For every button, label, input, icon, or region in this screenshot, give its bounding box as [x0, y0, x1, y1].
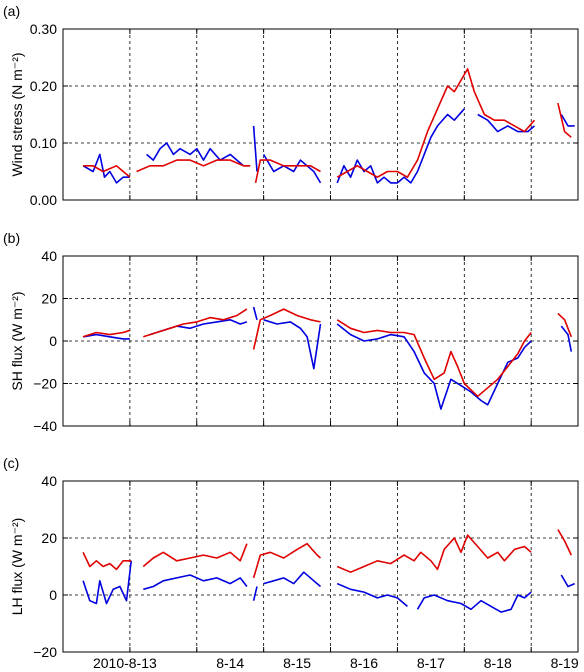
y-axis-label: LH flux (W m⁻²) — [9, 518, 25, 616]
series-line-red-segment-3 — [254, 159, 321, 184]
y-tick-label: 0 — [49, 333, 57, 349]
y-tick-label: 0.10 — [30, 135, 57, 151]
x-tick-label: 8-17 — [417, 655, 445, 671]
x-tick-label: 8-15 — [283, 655, 311, 671]
series-line-blue-segment-4 — [262, 153, 322, 184]
plot-frame — [62, 28, 579, 201]
y-tick-label: −20 — [33, 376, 57, 392]
x-tick-label: 8-19 — [551, 655, 579, 671]
x-tick-label: 8-14 — [216, 655, 244, 671]
y-tick-label: 20 — [41, 291, 57, 307]
series-line-blue-segment-2 — [143, 574, 248, 591]
plot-frame — [62, 480, 579, 653]
y-tick-label: −40 — [33, 418, 57, 434]
series-line-red-segment-3 — [252, 542, 322, 579]
series-line-blue-segment-3 — [252, 586, 258, 601]
series-line-blue-segment-4 — [263, 319, 322, 370]
series-line-blue-segment-7 — [560, 574, 576, 588]
series-line-blue-segment-1 — [82, 560, 132, 605]
series-line-red-segment-5 — [557, 529, 573, 556]
series-line-blue-segment-3 — [252, 306, 258, 321]
series-line-red-segment-5 — [557, 312, 573, 338]
plot-frame — [62, 255, 579, 427]
y-tick-label: 0.20 — [30, 78, 57, 94]
y-tick-label: 20 — [41, 530, 57, 546]
series-line-blue-segment-1 — [82, 333, 130, 340]
series-line-blue-segment-7 — [560, 114, 575, 127]
series-line-red-segment-2 — [143, 308, 248, 338]
y-tick-label: 40 — [41, 248, 57, 264]
series-line-red-segment-1 — [82, 551, 132, 571]
panel-c: −20 0 20 40 (c) LH flux (W m⁻²) — [3, 455, 579, 660]
series-line-blue-segment-6 — [416, 591, 532, 613]
series-line-red-segment-2 — [136, 159, 251, 173]
series-line-red-segment-3 — [252, 308, 321, 350]
series-line-red-segment-1 — [83, 165, 131, 178]
series-line-red-segment-4 — [336, 68, 536, 178]
series-line-red-segment-2 — [142, 543, 248, 568]
y-tick-label: 0.00 — [30, 192, 57, 208]
panel-a: 0.00 0.10 0.20 0.30 (a) Wind stress (N m⁻²) — [3, 3, 579, 208]
series-line-blue-segment-6 — [477, 113, 536, 133]
series-line-blue-segment-5 — [336, 108, 465, 184]
panel-label: (c) — [3, 455, 19, 471]
series-line-blue-segment-3 — [252, 125, 258, 172]
x-axis-labels: 2010-8-13 8-14 8-15 8-16 8-17 8-18 8-19 — [93, 655, 579, 671]
panel-label: (b) — [3, 230, 20, 246]
y-tick-label: 40 — [41, 473, 57, 489]
y-tick-label: 0.30 — [30, 21, 57, 37]
x-tick-label: 8-16 — [350, 655, 378, 671]
panel-label: (a) — [3, 3, 20, 19]
series-line-red-segment-1 — [82, 329, 131, 338]
y-axis-label: Wind stress (N m⁻²) — [9, 52, 25, 176]
series-line-blue-segment-5 — [336, 323, 532, 410]
series-line-blue-segment-1 — [82, 153, 130, 184]
series-line-red-segment-4 — [336, 534, 532, 574]
series-line-red-segment-4 — [336, 319, 532, 398]
series-line-blue-segment-4 — [263, 571, 322, 588]
y-tick-label: −20 — [33, 644, 57, 660]
y-axis-label: SH flux (W m⁻²) — [9, 291, 25, 390]
y-tick-label: 0 — [49, 587, 57, 603]
series-line-blue-segment-2 — [146, 142, 249, 167]
series-line-blue-segment-6 — [560, 325, 573, 352]
x-tick-label: 2010-8-13 — [93, 655, 157, 671]
series-line-blue-segment-5 — [336, 582, 408, 608]
x-tick-label: 8-18 — [484, 655, 512, 671]
series-line-red-segment-5 — [557, 102, 572, 138]
panel-b: −40 −20 0 20 40 (b) SH flux (W m⁻²) — [3, 230, 579, 434]
